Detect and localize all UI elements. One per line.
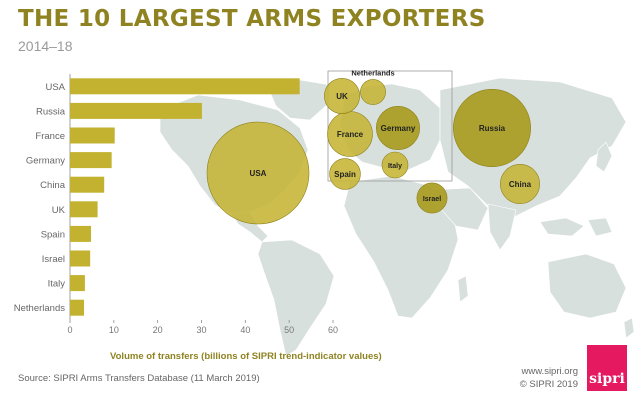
category-label-russia: Russia (36, 106, 66, 117)
bar-russia (70, 102, 202, 119)
chart-subtitle: 2014–18 (18, 38, 73, 54)
category-label-israel: Israel (42, 254, 65, 265)
map-bubble-label-russia: Russia (479, 124, 506, 133)
x-axis-label: Volume of transfers (billions of SIPRI t… (110, 351, 382, 362)
category-label-spain: Spain (41, 229, 65, 240)
x-tick-label: 10 (109, 325, 119, 335)
map-bubble-uk (324, 78, 360, 114)
bar-france (70, 127, 115, 144)
category-label-italy: Italy (48, 279, 66, 290)
map-bubble-label-france: France (337, 130, 364, 139)
map-bubble-usa (206, 121, 310, 225)
map-bubble-israel (416, 182, 448, 214)
x-tick-label: 30 (196, 325, 206, 335)
category-labels: USA Russia France Germany China UK Spain Israel… (14, 82, 66, 314)
bar-usa (70, 78, 300, 95)
footer-credits: www.sipri.org © SIPRI 2019 (520, 365, 578, 391)
category-label-france: France (35, 131, 65, 142)
map-bubble-germany (375, 105, 421, 151)
copyright-text: © SIPRI 2019 (519, 379, 578, 390)
map-bubble-label-netherlands: Netherlands (351, 68, 394, 77)
map-bubbles: USA Russia France Germany China UK Spain Israel… (206, 68, 540, 225)
map-bubble-china (500, 164, 540, 204)
map-bubble-label-italy: Italy (388, 163, 402, 170)
bar-netherlands (70, 299, 85, 316)
bar-uk (70, 201, 98, 218)
bar-spain (70, 225, 92, 242)
sipri-logo: sipri (587, 345, 627, 391)
bar-china (70, 176, 105, 193)
map-bubble-label-usa: USA (250, 169, 267, 178)
map-bubble-russia (453, 89, 531, 167)
x-tick-label: 0 (67, 325, 72, 335)
europe-inset-frame (327, 70, 453, 182)
x-axis-ticks: 0 10 20 30 40 50 60 (67, 320, 338, 335)
category-label-germany: Germany (26, 156, 65, 167)
site-link[interactable]: www.sipri.org (521, 366, 579, 377)
category-label-usa: USA (45, 82, 65, 93)
map-bubble-label-germany: Germany (381, 124, 416, 133)
map-bubble-spain (329, 158, 361, 190)
category-label-netherlands: Netherlands (14, 303, 65, 314)
category-label-china: China (40, 180, 66, 191)
map-bubble-label-uk: UK (336, 92, 348, 101)
bar-series (70, 78, 300, 316)
map-bubble-italy (381, 151, 409, 179)
chart-title: THE 10 LARGEST ARMS EXPORTERS (18, 6, 486, 32)
x-tick-label: 50 (284, 325, 294, 335)
map-bubble-label-spain: Spain (334, 170, 356, 179)
x-tick-label: 20 (153, 325, 163, 335)
bar-israel (70, 250, 91, 267)
source-note: Source: SIPRI Arms Transfers Database (1… (18, 373, 260, 384)
bar-germany (70, 152, 112, 169)
category-label-uk: UK (52, 205, 66, 216)
x-tick-label: 60 (328, 325, 338, 335)
bar-italy (70, 275, 85, 292)
x-tick-label: 40 (240, 325, 250, 335)
map-bubble-label-israel: Israel (423, 196, 441, 203)
map-bubble-netherlands (360, 79, 386, 105)
map-bubble-label-china: China (509, 180, 532, 189)
